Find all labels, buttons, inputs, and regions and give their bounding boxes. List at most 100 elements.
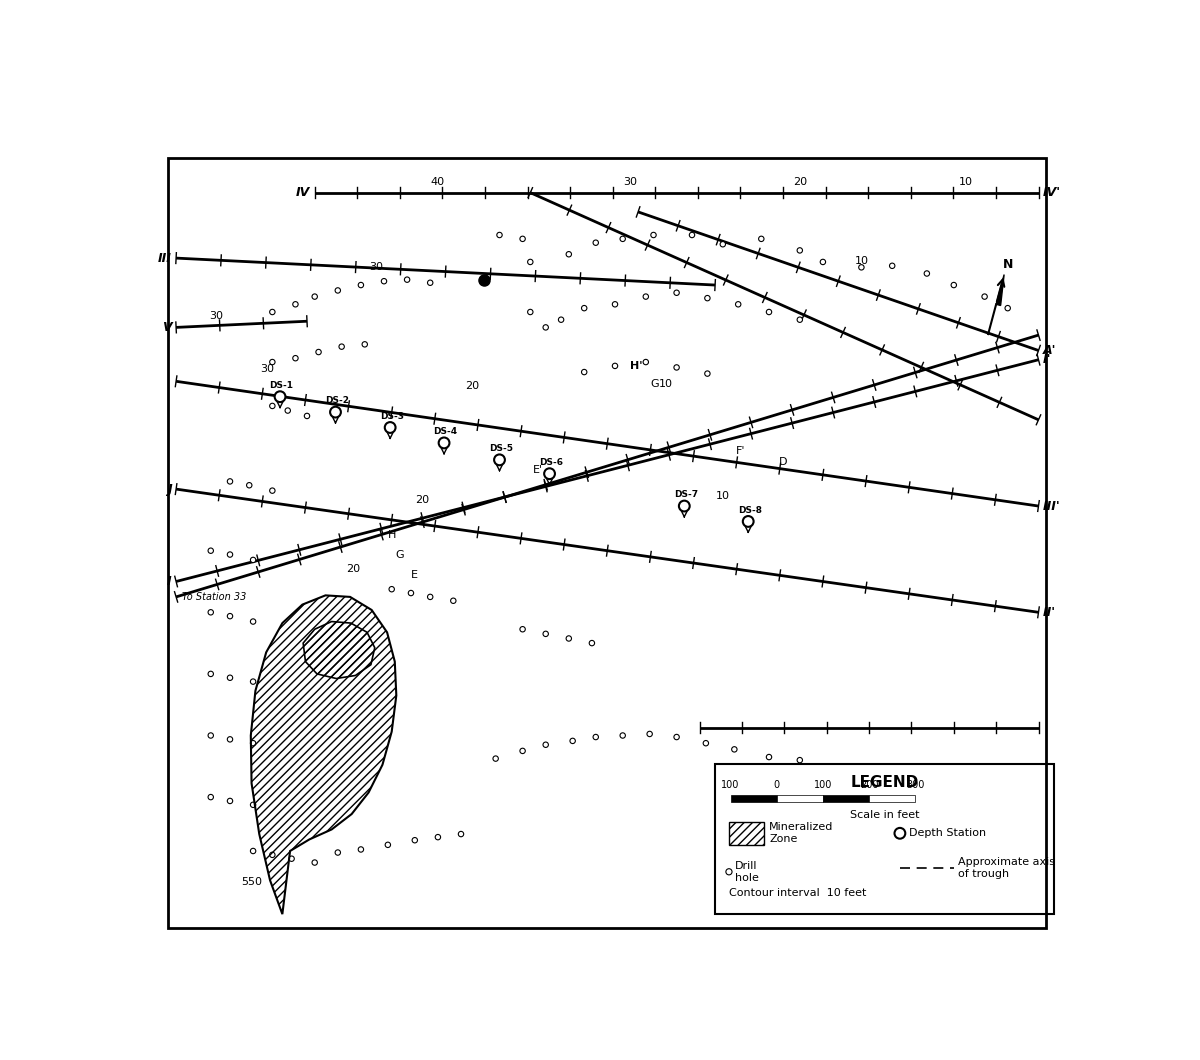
Circle shape — [270, 359, 275, 365]
Text: Approximate axis
of trough: Approximate axis of trough — [958, 858, 1055, 879]
Bar — [731, 795, 776, 802]
Circle shape — [928, 814, 934, 819]
Circle shape — [528, 310, 533, 315]
Text: III: III — [157, 251, 172, 265]
Text: LEGEND: LEGEND — [851, 775, 919, 790]
Text: I: I — [167, 575, 172, 588]
Text: DS-1: DS-1 — [270, 381, 294, 390]
Text: E': E' — [533, 465, 544, 475]
Circle shape — [593, 735, 599, 740]
Text: H': H' — [630, 360, 643, 371]
Circle shape — [520, 236, 526, 242]
Circle shape — [767, 755, 772, 760]
Text: 30: 30 — [624, 177, 637, 188]
Circle shape — [497, 232, 502, 237]
Text: A': A' — [1043, 344, 1057, 357]
Text: Mineralized
Zone: Mineralized Zone — [769, 823, 833, 844]
Circle shape — [451, 598, 456, 603]
Circle shape — [251, 619, 256, 624]
Text: To Station 33: To Station 33 — [182, 593, 247, 602]
Circle shape — [920, 779, 925, 784]
Circle shape — [408, 590, 414, 596]
Text: III': III' — [1043, 499, 1061, 513]
Circle shape — [528, 260, 533, 265]
Text: 200: 200 — [860, 780, 878, 790]
Text: DS-8: DS-8 — [738, 506, 762, 514]
Circle shape — [270, 852, 275, 858]
Text: Depth Station: Depth Station — [910, 828, 986, 838]
Circle shape — [293, 302, 298, 307]
Circle shape — [732, 746, 737, 752]
Circle shape — [674, 735, 679, 740]
Bar — [715, 764, 1054, 914]
Circle shape — [674, 365, 679, 370]
Circle shape — [312, 860, 317, 865]
Circle shape — [385, 422, 396, 432]
Circle shape — [227, 479, 233, 484]
Circle shape — [674, 290, 679, 296]
Circle shape — [889, 263, 895, 268]
Bar — [776, 795, 823, 802]
Circle shape — [494, 455, 505, 465]
Circle shape — [520, 748, 526, 754]
Circle shape — [703, 741, 708, 746]
Text: E: E — [412, 570, 419, 580]
Circle shape — [270, 488, 275, 493]
Circle shape — [593, 240, 599, 246]
Circle shape — [736, 302, 740, 307]
Circle shape — [305, 413, 310, 419]
Circle shape — [251, 848, 256, 853]
Circle shape — [251, 802, 256, 808]
Text: I': I' — [1043, 353, 1051, 367]
Circle shape — [689, 232, 695, 237]
Circle shape — [544, 742, 548, 747]
Circle shape — [679, 500, 690, 511]
Text: IV: IV — [296, 187, 310, 199]
Text: 100: 100 — [721, 780, 739, 790]
Text: 40: 40 — [431, 177, 445, 188]
Text: G: G — [650, 379, 659, 389]
Circle shape — [208, 548, 214, 553]
Circle shape — [227, 737, 233, 742]
Circle shape — [208, 671, 214, 676]
Circle shape — [382, 279, 386, 284]
Circle shape — [924, 270, 930, 277]
Circle shape — [643, 294, 648, 299]
Circle shape — [251, 558, 256, 563]
Bar — [823, 795, 869, 802]
Text: 100: 100 — [814, 780, 832, 790]
Circle shape — [208, 794, 214, 800]
Text: Scale in feet: Scale in feet — [850, 810, 919, 820]
Circle shape — [720, 242, 726, 247]
Text: DS-4: DS-4 — [433, 427, 457, 436]
Circle shape — [293, 355, 298, 360]
Circle shape — [493, 756, 498, 761]
Text: F': F' — [736, 445, 745, 456]
Circle shape — [439, 438, 450, 448]
Circle shape — [427, 595, 433, 600]
Text: DS-5: DS-5 — [490, 444, 514, 453]
Circle shape — [797, 758, 803, 763]
Circle shape — [1009, 787, 1014, 792]
Circle shape — [458, 831, 463, 836]
Circle shape — [650, 232, 656, 237]
Circle shape — [570, 738, 575, 743]
Circle shape — [544, 469, 554, 479]
Circle shape — [275, 391, 286, 402]
Circle shape — [566, 251, 571, 257]
Circle shape — [828, 763, 833, 768]
Circle shape — [589, 640, 594, 646]
Text: V: V — [162, 321, 172, 334]
Circle shape — [208, 610, 214, 615]
Circle shape — [404, 277, 409, 282]
Circle shape — [758, 236, 764, 242]
Circle shape — [566, 636, 571, 641]
Bar — [869, 795, 916, 802]
Circle shape — [901, 811, 906, 817]
Circle shape — [520, 626, 526, 632]
Circle shape — [362, 341, 367, 347]
Circle shape — [620, 236, 625, 242]
Circle shape — [335, 287, 341, 294]
Circle shape — [767, 310, 772, 315]
Text: G: G — [395, 549, 403, 560]
